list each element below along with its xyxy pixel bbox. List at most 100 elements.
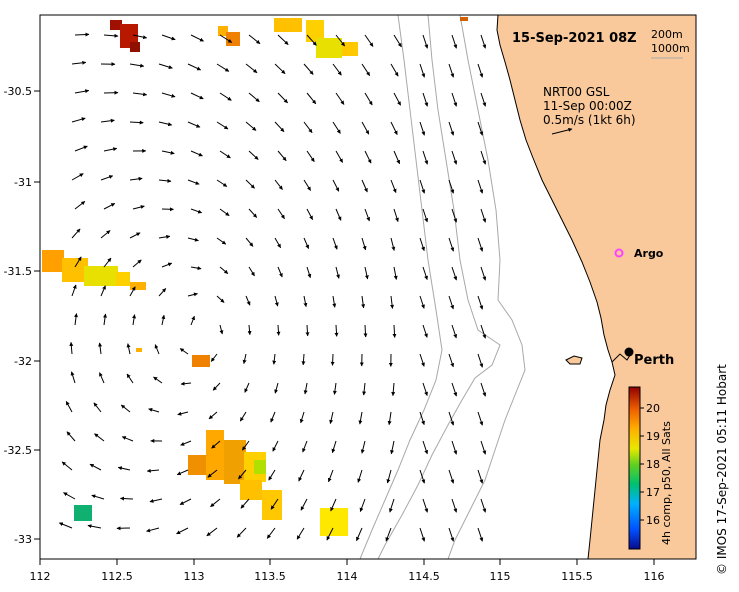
current-arrow (120, 496, 134, 501)
current-arrow (126, 343, 131, 355)
current-arrow (448, 353, 455, 368)
x-tick-label: 115 (490, 570, 511, 583)
current-arrow (65, 401, 73, 413)
current-vectors (58, 32, 487, 542)
current-arrow (480, 150, 487, 165)
current-arrow (216, 237, 227, 245)
current-arrow (480, 382, 487, 397)
current-arrow (390, 63, 399, 77)
current-arrow (390, 121, 398, 135)
current-arrow (266, 527, 276, 539)
current-arrow (329, 411, 334, 424)
y-tick-label: -30.5 (4, 85, 32, 98)
current-arrow (393, 266, 398, 280)
current-arrow (306, 150, 315, 163)
current-arrow (330, 498, 337, 512)
current-arrow (241, 440, 250, 451)
current-arrow (335, 92, 345, 105)
current-arrow (190, 266, 202, 271)
current-arrow (303, 121, 313, 134)
current-arrow (331, 440, 337, 454)
current-arrow (212, 382, 221, 391)
current-arrow (74, 313, 79, 326)
current-arrow (132, 205, 145, 210)
current-arrow (208, 411, 218, 420)
current-arrow (74, 89, 90, 94)
current-arrow (268, 469, 276, 481)
current-arrow (335, 208, 342, 221)
current-arrow (448, 121, 455, 136)
current-arrow (448, 63, 455, 78)
bathymetry-200m (377, 15, 501, 559)
colorbar-tick-label: 18 (646, 458, 660, 471)
current-arrow (477, 469, 484, 484)
current-arrow (190, 315, 195, 326)
current-arrow (422, 150, 429, 165)
perth-marker[interactable] (624, 347, 634, 357)
map-title: 15-Sep-2021 08Z (512, 31, 637, 46)
current-arrow (248, 266, 255, 277)
current-arrow (390, 237, 396, 251)
current-arrow (303, 63, 314, 75)
current-arrow (332, 63, 342, 76)
current-arrow (245, 295, 251, 306)
current-arrow (74, 145, 88, 152)
current-arrow (480, 324, 487, 339)
current-arrow (480, 498, 487, 513)
current-arrow (419, 179, 426, 194)
current-arrow (303, 382, 308, 395)
current-arrow (274, 382, 279, 394)
current-arrow (451, 498, 458, 513)
current-arrow (274, 121, 285, 133)
current-arrow (100, 285, 106, 297)
current-arrow (477, 237, 484, 252)
current-arrow (448, 411, 455, 426)
current-arrow (206, 527, 218, 537)
current-arrow (422, 266, 428, 280)
current-arrow (100, 118, 115, 123)
current-arrow (358, 411, 363, 425)
argo-label: Argo (634, 247, 664, 260)
current-arrow (245, 121, 257, 131)
current-arrow (190, 92, 204, 100)
current-arrow (277, 208, 285, 220)
current-arrow (419, 121, 426, 136)
current-arrow (248, 208, 258, 218)
current-arrow (187, 63, 202, 71)
current-arrow (129, 286, 136, 297)
current-arrow (93, 402, 102, 413)
current-arrow (248, 92, 260, 103)
y-tick-label: -31.5 (4, 265, 32, 278)
current-arrow (419, 353, 425, 367)
colorbar-tick-label: 20 (646, 402, 660, 415)
current-arrow (216, 295, 225, 303)
current-arrow (274, 237, 282, 249)
current-arrow (248, 150, 259, 160)
current-arrow (210, 498, 221, 508)
current-arrow (99, 372, 105, 384)
current-arrow (210, 353, 218, 362)
current-arrow (177, 411, 189, 416)
current-arrow (211, 440, 221, 449)
x-tick-label: 114 (337, 570, 358, 583)
current-arrow (74, 32, 90, 37)
current-arrow (302, 440, 308, 453)
current-arrow (190, 34, 204, 42)
current-arrow (448, 237, 455, 252)
current-arrow (161, 150, 175, 155)
current-arrow (419, 295, 425, 309)
city-label-perth: Perth (634, 353, 674, 368)
current-arrow (364, 266, 369, 280)
current-arrow (299, 411, 305, 424)
current-arrow (332, 179, 340, 192)
current-arrow (270, 498, 279, 510)
current-arrow (270, 411, 276, 423)
current-arrow (61, 461, 73, 471)
sst-patches (42, 17, 468, 536)
current-arrow (364, 208, 371, 222)
credit-text: © IMOS 17-Sep-2021 05:11 Hobart (715, 364, 729, 575)
current-arrow (330, 353, 335, 366)
current-arrow (247, 324, 252, 336)
argo-float-marker[interactable] (614, 248, 624, 258)
